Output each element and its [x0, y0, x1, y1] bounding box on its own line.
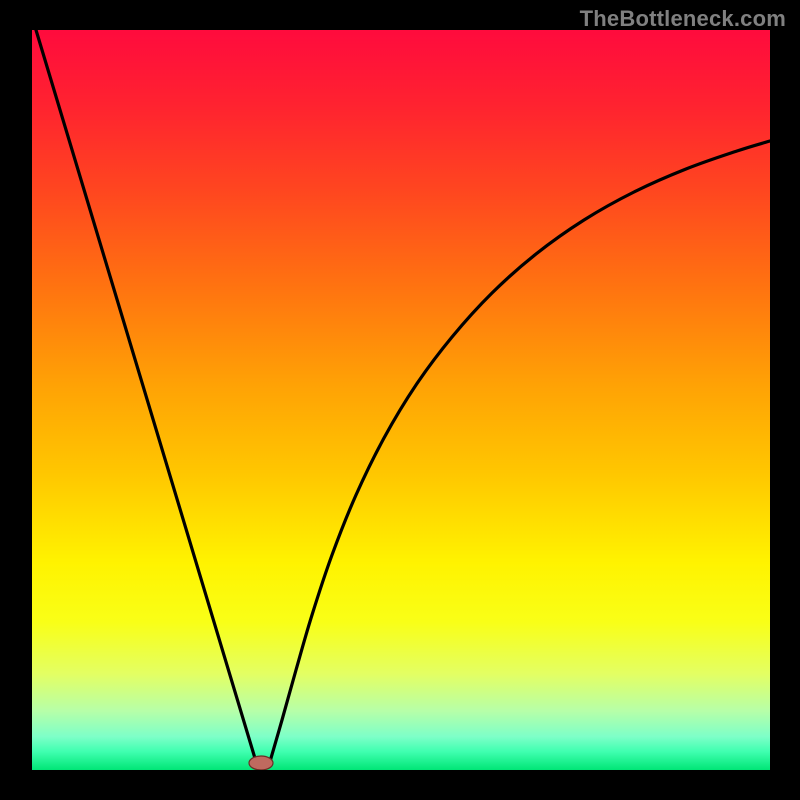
- plot-area: [32, 30, 770, 770]
- plot-svg: [32, 30, 770, 770]
- chart-container: TheBottleneck.com: [0, 0, 800, 800]
- min-marker: [249, 756, 273, 770]
- watermark-text: TheBottleneck.com: [580, 6, 786, 32]
- gradient-bg: [32, 30, 770, 770]
